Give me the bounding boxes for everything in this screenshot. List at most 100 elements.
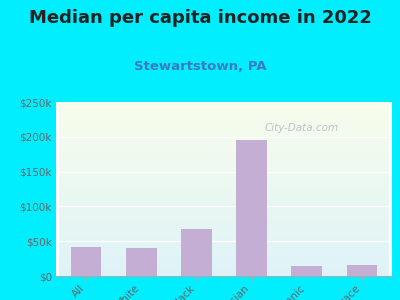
Bar bbox=[59, 215, 389, 216]
Bar bbox=[59, 193, 389, 194]
Bar bbox=[59, 149, 389, 150]
Bar bbox=[59, 139, 389, 140]
Bar bbox=[59, 225, 389, 226]
Text: Median per capita income in 2022: Median per capita income in 2022 bbox=[28, 9, 372, 27]
Bar bbox=[59, 128, 389, 129]
Bar bbox=[59, 254, 389, 255]
Bar bbox=[59, 268, 389, 269]
Bar bbox=[59, 146, 389, 147]
Bar bbox=[59, 184, 389, 185]
Bar bbox=[59, 160, 389, 161]
Bar bbox=[59, 247, 389, 248]
Bar bbox=[59, 237, 389, 238]
Bar bbox=[59, 218, 389, 219]
Bar bbox=[59, 153, 389, 154]
Bar bbox=[59, 117, 389, 118]
Bar bbox=[59, 224, 389, 225]
Bar bbox=[59, 256, 389, 257]
Bar bbox=[59, 226, 389, 227]
Bar bbox=[59, 157, 389, 158]
Bar bbox=[59, 183, 389, 184]
Bar bbox=[59, 118, 389, 119]
Bar bbox=[59, 275, 389, 276]
Bar bbox=[59, 252, 389, 253]
Bar bbox=[59, 130, 389, 131]
Bar bbox=[59, 140, 389, 141]
Text: Stewartstown, PA: Stewartstown, PA bbox=[134, 60, 266, 73]
Bar bbox=[59, 220, 389, 221]
Bar bbox=[59, 147, 389, 148]
Bar bbox=[59, 104, 389, 105]
Bar bbox=[59, 180, 389, 181]
Bar bbox=[59, 264, 389, 265]
Bar bbox=[59, 132, 389, 133]
Bar bbox=[236, 140, 267, 276]
Bar bbox=[59, 168, 389, 169]
Bar bbox=[59, 178, 389, 179]
Bar bbox=[59, 135, 389, 136]
Bar bbox=[59, 106, 389, 107]
Bar bbox=[59, 240, 389, 241]
Bar bbox=[59, 265, 389, 266]
Bar bbox=[59, 171, 389, 172]
Bar bbox=[59, 236, 389, 237]
Bar bbox=[59, 103, 389, 104]
Bar bbox=[59, 192, 389, 193]
Bar bbox=[59, 190, 389, 191]
Bar bbox=[59, 138, 389, 139]
Bar bbox=[59, 191, 389, 192]
Bar bbox=[181, 229, 212, 276]
Bar bbox=[59, 162, 389, 163]
Bar bbox=[59, 198, 389, 199]
Bar bbox=[59, 118, 389, 119]
Bar bbox=[59, 235, 389, 236]
Bar bbox=[59, 205, 389, 206]
Bar bbox=[71, 247, 102, 276]
Bar bbox=[59, 210, 389, 211]
Bar bbox=[59, 129, 389, 130]
Bar bbox=[59, 189, 389, 190]
Bar bbox=[292, 266, 322, 276]
Bar bbox=[59, 208, 389, 209]
Bar bbox=[59, 185, 389, 186]
Bar bbox=[59, 161, 389, 162]
Bar bbox=[59, 272, 389, 273]
Bar bbox=[59, 125, 389, 126]
Bar bbox=[59, 251, 389, 252]
Bar bbox=[59, 121, 389, 122]
Bar bbox=[59, 241, 389, 242]
Bar bbox=[59, 248, 389, 249]
Bar bbox=[59, 145, 389, 146]
Bar bbox=[59, 267, 389, 268]
Bar bbox=[59, 186, 389, 187]
Bar bbox=[346, 265, 377, 276]
Bar bbox=[59, 202, 389, 203]
Bar bbox=[59, 273, 389, 274]
Bar bbox=[59, 212, 389, 213]
Bar bbox=[59, 133, 389, 134]
Bar bbox=[59, 188, 389, 189]
Bar bbox=[59, 239, 389, 240]
Bar bbox=[59, 244, 389, 245]
Bar bbox=[59, 182, 389, 183]
Bar bbox=[59, 196, 389, 197]
Bar bbox=[59, 209, 389, 210]
Bar bbox=[59, 243, 389, 244]
Bar bbox=[59, 107, 389, 108]
Bar bbox=[59, 122, 389, 123]
Bar bbox=[59, 119, 389, 120]
Bar bbox=[59, 207, 389, 208]
Bar bbox=[59, 158, 389, 159]
Bar bbox=[59, 167, 389, 168]
Bar bbox=[59, 194, 389, 195]
Bar bbox=[59, 213, 389, 214]
Bar bbox=[59, 203, 389, 204]
Bar bbox=[59, 234, 389, 235]
Bar bbox=[59, 229, 389, 230]
Bar bbox=[59, 127, 389, 128]
Bar bbox=[59, 165, 389, 166]
Bar bbox=[59, 242, 389, 243]
Bar bbox=[59, 227, 389, 228]
Bar bbox=[59, 204, 389, 205]
Bar bbox=[59, 177, 389, 178]
